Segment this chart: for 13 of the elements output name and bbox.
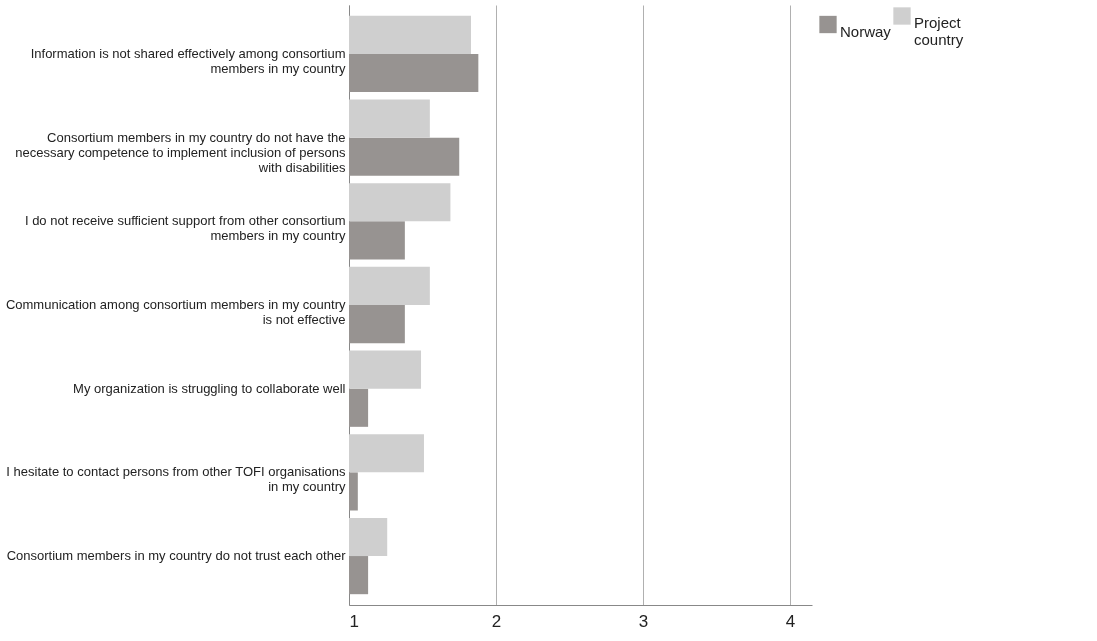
x-tick-label: 2 xyxy=(491,611,502,631)
y-tick-label: My organization is struggling to collaborate well xyxy=(73,380,346,396)
legend-label: Norway xyxy=(840,22,892,40)
x-tick-label: 3 xyxy=(638,611,649,631)
y-tick-label: I do not receive sufficient support from other consortium members in my country xyxy=(24,213,346,244)
y-tick-label: Consortium members in my country do not have the necessary competence to implement inclusion of persons with disabilities xyxy=(15,129,346,175)
x-tick-label: 1 xyxy=(349,611,359,631)
legend-label: Project country xyxy=(914,14,964,48)
y-tick-label: I hesitate to contact persons from other TOFI organisations in my country xyxy=(6,464,346,495)
y-tick-label: Information is not shared effectively among consortium members in my country xyxy=(30,45,346,76)
x-tick-label: 4 xyxy=(785,611,796,631)
y-tick-label: Communication among consortium members in my country is not effective xyxy=(5,297,346,327)
y-tick-label: Consortium members in my country do not trust each other xyxy=(6,548,347,564)
